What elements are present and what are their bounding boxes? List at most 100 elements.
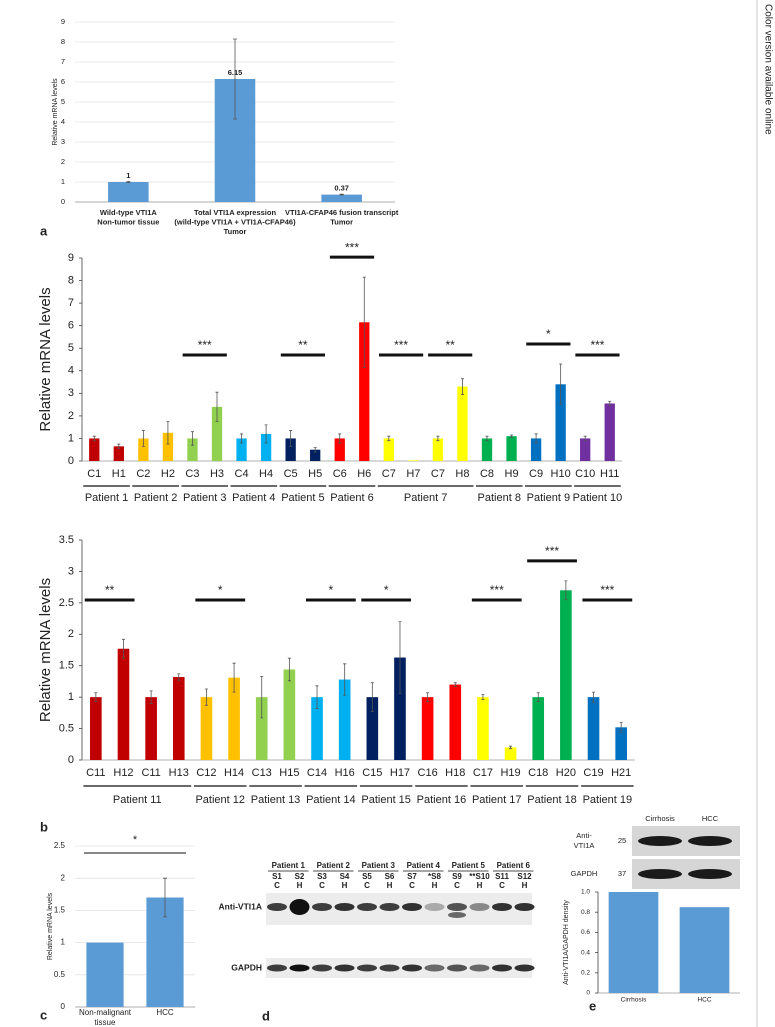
group-label: Patient 16: [417, 794, 467, 806]
error-bar: [94, 692, 98, 702]
blot-band: [402, 903, 422, 911]
bar: [383, 438, 394, 461]
blot-column: Cirrhosis: [645, 814, 675, 823]
blot-band: [688, 836, 732, 846]
error-bar: [287, 657, 291, 682]
group-label: Patient 2: [134, 492, 177, 504]
bar: [187, 438, 198, 461]
bar: [530, 438, 542, 461]
error-bar: [387, 435, 391, 442]
blot-patient: Patient 1: [272, 861, 306, 870]
x-tick-label: C15: [362, 767, 382, 779]
x-tick-label: H4: [259, 468, 273, 480]
x-tick-label: H20: [556, 767, 576, 779]
bar: [117, 648, 130, 760]
error-bar: [190, 431, 194, 446]
blot-band: [688, 869, 732, 879]
y-tick-label: 4: [61, 117, 65, 126]
significance-label: *: [546, 327, 551, 341]
blot-band: [334, 903, 355, 911]
blot-band: [492, 903, 512, 911]
bar: [457, 386, 468, 461]
x-tick-label: H11: [600, 468, 619, 480]
blot-patient: Patient 4: [407, 861, 441, 870]
error-bar: [264, 424, 268, 444]
group-label: Patient 17: [472, 794, 522, 806]
bar: [310, 449, 321, 461]
blot-band: [638, 869, 682, 879]
x-tick-label: H10: [551, 468, 571, 480]
y-tick-label: 3.5: [59, 534, 74, 546]
error-bar: [92, 435, 96, 442]
x-tick-label: H13: [169, 767, 189, 779]
blot-lane-label: C: [409, 881, 415, 890]
y-tick-label: 4: [68, 365, 74, 377]
group-label: Patient 14: [306, 794, 356, 806]
y-tick-label: 2: [61, 157, 65, 166]
blot-lane-label: C: [364, 881, 370, 890]
error-bar: [315, 685, 319, 709]
y-axis-label: Relative mRNA levels: [37, 287, 54, 431]
blot-lane-label: C: [499, 881, 505, 890]
significance-label: *: [218, 583, 223, 597]
blot-band: [334, 964, 355, 972]
significance-label: ***: [590, 338, 604, 352]
bar: [506, 436, 517, 461]
bar: [236, 438, 247, 461]
blot-lane-label: H: [477, 881, 483, 890]
bar: [504, 747, 517, 760]
y-tick-label: 1: [68, 691, 74, 703]
error-bar: [338, 433, 342, 444]
blot-marker: 25: [618, 836, 626, 845]
blot-lane-label: S11: [495, 872, 509, 881]
bar: [285, 438, 296, 461]
x-tick-label: C11: [141, 767, 160, 779]
bar: [560, 590, 572, 760]
error-bar: [163, 877, 167, 918]
x-tick-label: H9: [505, 468, 519, 480]
bar: [138, 438, 149, 461]
panel-letter: b: [40, 819, 48, 834]
blot-lane-label: C: [319, 881, 325, 890]
x-tick-label: C7: [382, 468, 396, 480]
blot-band: [469, 903, 490, 911]
error-bar: [166, 421, 170, 445]
blot-patient: Patient 6: [497, 861, 531, 870]
y-tick-label: 1.5: [54, 906, 66, 915]
y-tick-label: 2.5: [59, 597, 74, 609]
blot-band: [267, 964, 287, 972]
significance-label: **: [105, 583, 115, 597]
blot-lane-label: S12: [517, 872, 532, 881]
y-tick-label: 0.5: [59, 722, 74, 734]
y-tick-label: 3: [68, 565, 74, 577]
error-bar: [362, 276, 366, 368]
x-tick-label: C4: [235, 468, 249, 480]
error-bar: [370, 682, 374, 712]
x-tick-label: C5: [284, 468, 298, 480]
blot-lane-label: C: [274, 881, 280, 890]
error-bar: [260, 676, 264, 719]
x-tick-label: H21: [611, 767, 631, 779]
x-tick-label: C9: [529, 468, 543, 480]
significance-label: ***: [198, 338, 212, 352]
y-axis-label: Relative mRNA levels: [52, 78, 59, 146]
blot-lane-label: S4: [340, 872, 350, 881]
y-tick-label: 0.8: [581, 909, 590, 916]
blot-lane-label: S1: [272, 872, 282, 881]
error-bar: [485, 435, 489, 442]
significance-label: ***: [490, 583, 504, 597]
blot-band: [447, 964, 467, 972]
y-tick-label: 0: [68, 455, 74, 467]
error-bar: [232, 662, 236, 693]
group-label: Patient 15: [361, 794, 411, 806]
error-bar: [240, 433, 244, 444]
value-label: 1: [126, 171, 130, 180]
blot-band: [289, 964, 310, 972]
error-bar: [534, 433, 538, 444]
x-tick-label: C6: [333, 468, 347, 480]
panel-letter: a: [40, 223, 48, 238]
x-tick-label: (wild-type VTI1A + VTI1A-CFAP46): [174, 217, 296, 226]
bar: [228, 677, 240, 760]
bar: [555, 384, 566, 461]
bar: [580, 438, 591, 461]
